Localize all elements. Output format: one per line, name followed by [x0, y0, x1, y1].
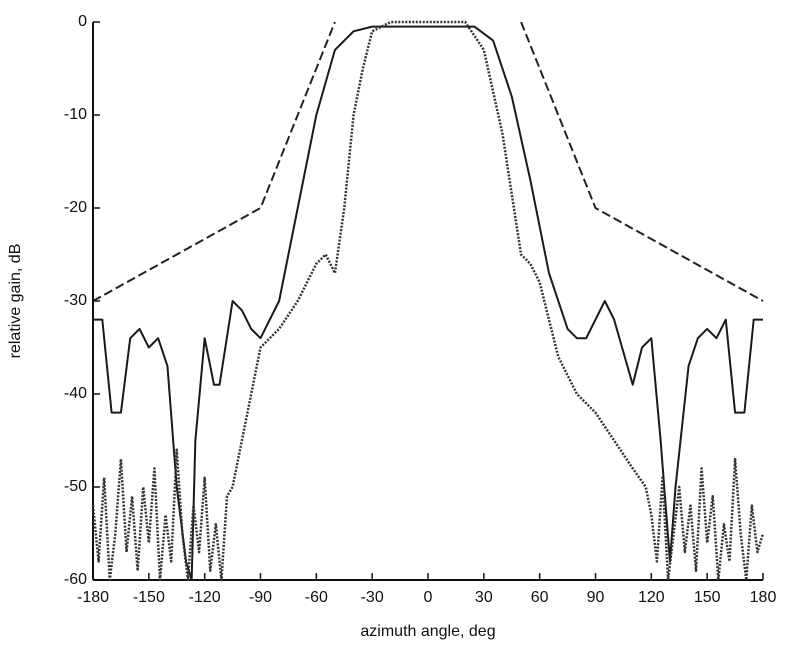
x-tick-label: 60 — [531, 589, 549, 606]
x-tick-label: 120 — [638, 589, 665, 606]
x-tick-label: -150 — [133, 589, 165, 606]
y-tick-label: -60 — [64, 571, 87, 588]
y-tick-label: -10 — [64, 106, 87, 123]
x-tick-label: 30 — [475, 589, 493, 606]
x-tick-label: -120 — [189, 589, 221, 606]
y-axis-title: relative gain, dB — [7, 244, 24, 359]
x-axis-title: azimuth angle, deg — [360, 623, 495, 640]
x-tick-label: -90 — [249, 589, 272, 606]
y-tick-label: -20 — [64, 199, 87, 216]
x-tick-label: 90 — [587, 589, 605, 606]
x-tick-label: 0 — [424, 589, 433, 606]
x-tick-label: -180 — [77, 589, 109, 606]
series-line — [93, 25, 763, 581]
y-tick-label: -30 — [64, 292, 87, 309]
series-line — [92, 21, 764, 302]
y-tick-label: 0 — [78, 13, 87, 30]
x-tick-label: -30 — [361, 589, 384, 606]
y-tick-label: -40 — [64, 385, 87, 402]
x-tick-label: -60 — [305, 589, 328, 606]
y-tick-label: -50 — [64, 478, 87, 495]
series-line — [91, 20, 765, 582]
x-tick-label: 150 — [694, 589, 721, 606]
x-tick-label: 180 — [750, 589, 777, 606]
